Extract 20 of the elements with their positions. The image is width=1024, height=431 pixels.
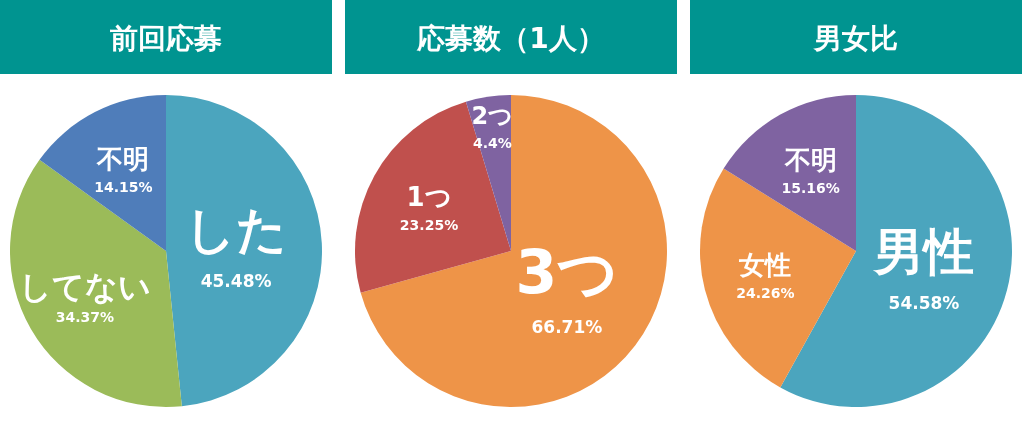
chart-title: 応募数（1人） [416, 22, 605, 55]
slice-label: 男性 [871, 222, 974, 281]
data-label: 54.58% [888, 292, 960, 313]
slice-label: 不明 [783, 145, 837, 176]
slice-label: 女性 [738, 250, 792, 281]
chart-title: 前回応募 [109, 22, 222, 55]
data-label: 66.71% [531, 317, 603, 338]
slice-label: した [185, 201, 288, 260]
data-label: 15.16% [781, 180, 840, 197]
data-label: 14.15% [94, 178, 153, 195]
slice-label: してない [18, 267, 151, 306]
data-label: 45.48% [200, 271, 272, 292]
slice-label: 不明 [96, 143, 150, 174]
slice-label: 2つ [471, 102, 514, 131]
chart-title: 男女比 [813, 22, 898, 55]
slice-label: 3つ [515, 237, 619, 308]
data-label: 34.37% [55, 308, 115, 325]
data-label: 23.25% [399, 216, 459, 233]
data-label: 24.26% [736, 285, 795, 302]
slice-label: 1つ [406, 181, 452, 212]
